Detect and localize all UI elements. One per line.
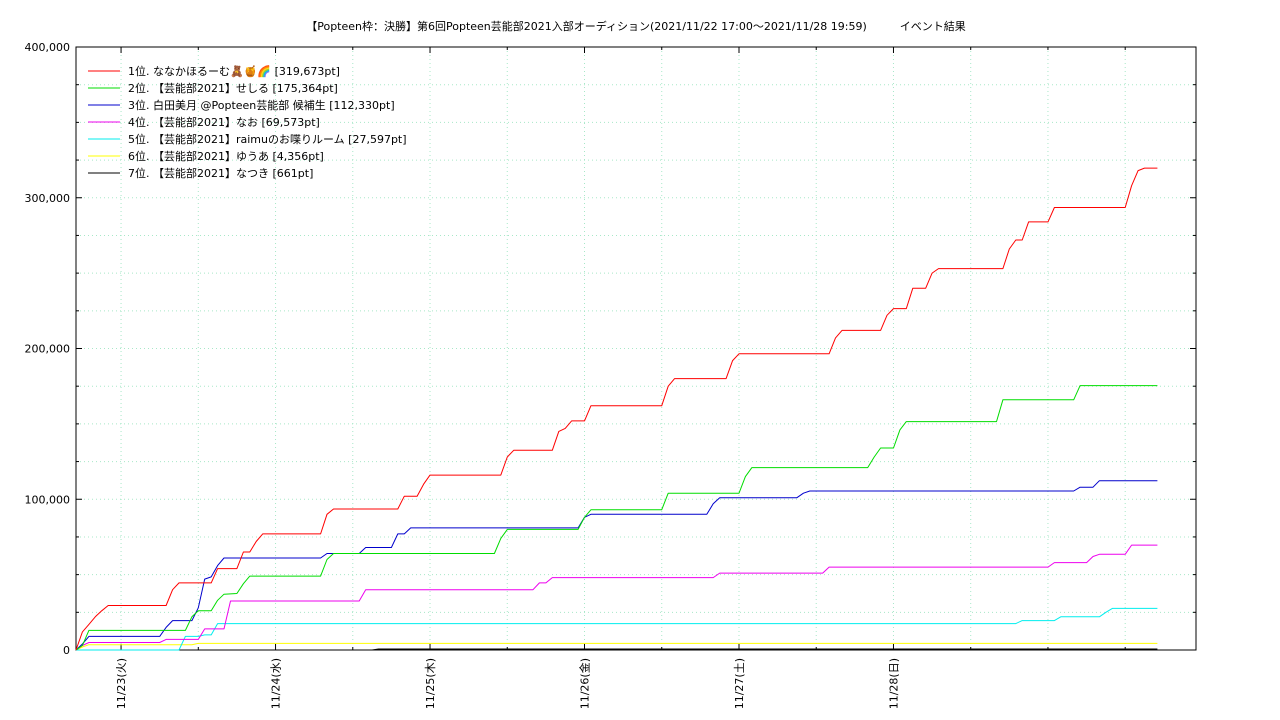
- series-line: [76, 648, 1158, 651]
- series-line: [75, 167, 1158, 651]
- chart-title: 【Popteen枠：決勝】第6回Popteen芸能部2021入部オーディション(…: [306, 19, 966, 33]
- legend-label: 3位. 白田美月 @Popteen芸能部 候補生 [112,330pt]: [128, 98, 395, 112]
- y-tick-label: 200,000: [25, 343, 71, 356]
- legend-label: 2位. 【芸能部2021】せしる [175,364pt]: [128, 81, 338, 95]
- x-tick-label: 11/25(木): [424, 658, 437, 709]
- legend-label: 1位. ななかほるーむ🧸🍯🌈 [319,673pt]: [128, 64, 340, 78]
- series-line: [75, 385, 1158, 651]
- legend-label: 7位. 【芸能部2021】なつき [661pt]: [128, 166, 313, 180]
- x-tick-label: 11/23(火): [115, 658, 128, 709]
- series-line: [75, 642, 1158, 651]
- legend-label: 5位. 【芸能部2021】raimuのお喋りルーム [27,597pt]: [128, 132, 407, 146]
- y-tick-label: 0: [63, 644, 70, 657]
- y-tick-label: 400,000: [25, 41, 71, 54]
- legend-label: 4位. 【芸能部2021】なお [69,573pt]: [128, 115, 320, 129]
- legend-label: 6位. 【芸能部2021】ゆうあ [4,356pt]: [128, 149, 324, 163]
- series-line: [75, 544, 1158, 651]
- series-layer: [75, 167, 1158, 651]
- y-tick-label: 100,000: [25, 493, 71, 506]
- axis-layer: 0 100,000 200,000 300,000 400,000 11/23(火) 11/…: [25, 41, 1196, 709]
- x-tick-label: 11/24(水): [270, 658, 283, 709]
- legend: 1位. ななかほるーむ🧸🍯🌈 [319,673pt] 2位. 【芸能部2021】せ…: [88, 64, 407, 180]
- x-tick-label: 11/26(金): [578, 658, 592, 709]
- x-tick-label: 11/27(土): [733, 658, 746, 709]
- x-tick-label: 11/28(日): [887, 658, 900, 709]
- series-line: [75, 480, 1158, 651]
- series-line: [76, 607, 1158, 651]
- grid-layer: [76, 47, 1196, 650]
- y-tick-label: 300,000: [25, 192, 71, 205]
